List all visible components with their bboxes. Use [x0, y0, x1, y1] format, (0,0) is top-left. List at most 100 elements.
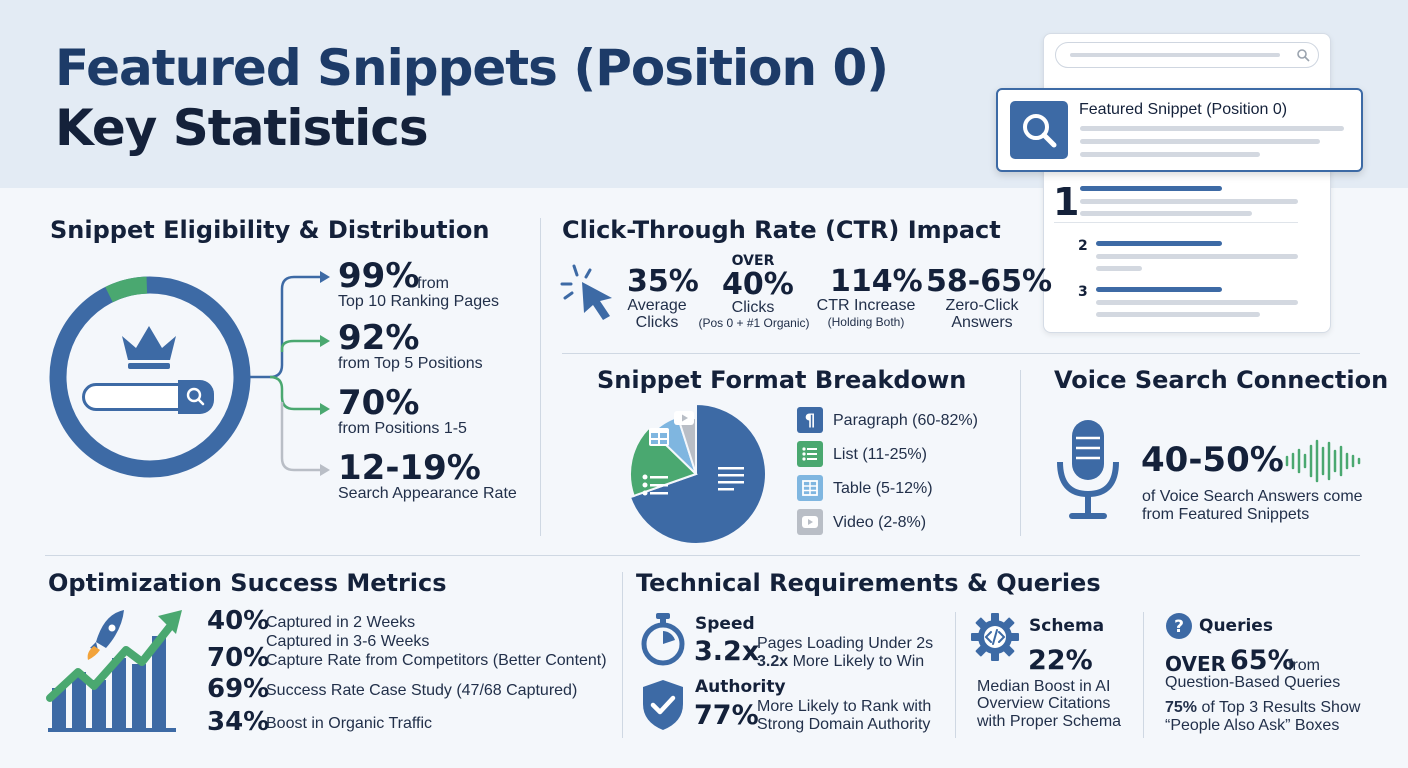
table-icon: [797, 475, 823, 501]
divider: [540, 218, 541, 536]
question-icon: ?: [1166, 613, 1192, 639]
legend-table: Table (5-12%): [833, 480, 933, 497]
rank-3: 3: [1078, 284, 1088, 300]
result-line: [1096, 312, 1260, 317]
growth-chart-icon: [46, 610, 182, 732]
queries-value: 65%: [1230, 645, 1295, 676]
snippet-line: [1080, 152, 1260, 157]
queries-line-3: “People Also Ask” Boxes: [1165, 717, 1340, 734]
rank-1: 1: [1053, 180, 1080, 224]
ctr-value-4: 58-65%: [926, 264, 1053, 299]
eligibility-value-1: 99%: [338, 256, 420, 296]
divider: [1143, 612, 1144, 738]
ctr-sublabel-2: (Pos 0 + #1 Organic): [698, 316, 810, 330]
result-line: [1096, 300, 1298, 305]
ctr-pre-2: OVER: [731, 253, 775, 269]
format-heading: Snippet Format Breakdown: [597, 366, 967, 394]
eligibility-value-4: 12-19%: [338, 448, 481, 488]
snippet-search-icon: [1010, 101, 1068, 159]
opt-value-5: 34%: [207, 707, 270, 737]
voice-desc-1: of Voice Search Answers come: [1142, 488, 1363, 505]
eligibility-value-3: 70%: [338, 383, 420, 423]
page-title: Featured Snippets (Position 0) Key Stati…: [55, 38, 889, 158]
ctr-label-1: Average: [627, 297, 687, 314]
authority-title: Authority: [695, 677, 786, 697]
result-title-bar: [1080, 186, 1222, 191]
shield-check-icon: [643, 680, 683, 730]
divider: [1020, 370, 1021, 536]
opt-text-3: Capture Rate from Competitors (Better Co…: [266, 652, 607, 669]
ctr-heading: Click-Through Rate (CTR) Impact: [562, 216, 1001, 244]
speed-value: 3.2x: [694, 636, 760, 667]
result-line: [1080, 199, 1298, 204]
crown-icon: [122, 326, 176, 369]
list-slice-icon: [642, 474, 668, 496]
authority-line-1: More Likely to Rank with: [757, 698, 932, 715]
snippet-label: Featured Snippet (Position 0): [1079, 101, 1288, 118]
optimization-heading: Optimization Success Metrics: [48, 569, 447, 597]
search-icon: [1297, 49, 1310, 62]
technical-heading: Technical Requirements & Queries: [636, 569, 1101, 597]
microphone-icon: [1057, 420, 1119, 519]
stopwatch-icon: [641, 613, 685, 666]
opt-text-4: Success Rate Case Study (47/68 Captured): [266, 682, 578, 699]
result-title-bar: [1096, 287, 1222, 292]
result-line: [1096, 266, 1142, 271]
eligibility-heading: Snippet Eligibility & Distribution: [50, 216, 490, 244]
voice-heading: Voice Search Connection: [1054, 366, 1389, 394]
speed-line-1: Pages Loading Under 2s: [757, 635, 934, 652]
ctr-label-3: CTR Increase: [816, 297, 916, 314]
ctr-sublabel-3: (Holding Both): [827, 315, 905, 329]
search-button-graphic: [178, 380, 214, 414]
rank-2: 2: [1078, 238, 1088, 254]
queries-title: Queries: [1199, 616, 1273, 636]
voice-value: 40-50%: [1141, 440, 1284, 480]
svg-text:?: ?: [1174, 617, 1184, 637]
title-line-2: Key Statistics: [55, 99, 429, 157]
schema-line-2: Overview Citations: [977, 695, 1111, 712]
ctr-label-2: Clicks: [731, 299, 775, 316]
schema-line-3: with Proper Schema: [977, 713, 1122, 730]
ctr-sublabel-4: Answers: [951, 314, 1013, 331]
ctr-label-4: Zero-Click: [945, 297, 1019, 314]
queries-suffix: from: [1288, 657, 1320, 674]
snippet-line: [1080, 139, 1320, 144]
queries-line-1: Question-Based Queries: [1165, 674, 1341, 691]
pie-slice-paragraph: [628, 402, 767, 545]
title-line-1: Featured Snippets (Position 0): [55, 39, 889, 97]
queries-line-2: 75% of Top 3 Results Show: [1165, 699, 1361, 716]
eligibility-desc-2: from Top 5 Positions: [338, 355, 483, 372]
legend-list: List (11-25%): [833, 446, 927, 463]
eligibility-desc-1: Top 10 Ranking Pages: [338, 293, 499, 310]
schema-line-1: Median Boost in AI: [977, 678, 1111, 695]
gear-code-icon: [971, 613, 1019, 661]
eligibility-value-2: 92%: [338, 318, 420, 358]
snippet-line: [1080, 126, 1344, 131]
legend-video: Video (2-8%): [833, 514, 927, 531]
divider: [45, 555, 1360, 556]
table-slice-icon: [649, 428, 669, 446]
search-placeholder-bar: [1070, 53, 1280, 57]
speed-title: Speed: [695, 614, 755, 634]
serp-illustration: [1043, 33, 1331, 333]
video-icon: [797, 509, 823, 535]
ctr-value-3: 114%: [830, 264, 923, 299]
ctr-value-1: 35%: [627, 264, 699, 299]
result-divider: [1054, 222, 1298, 223]
opt-text-1: Captured in 2 Weeks: [266, 614, 416, 631]
paragraph-icon: ¶: [797, 407, 823, 433]
eligibility-suffix-1: from: [417, 275, 449, 292]
opt-text-2: Captured in 3-6 Weeks: [266, 633, 430, 650]
search-icon: [186, 387, 205, 406]
eligibility-donut: [49, 276, 251, 478]
authority-line-2: Strong Domain Authority: [757, 716, 931, 733]
authority-value: 77%: [694, 700, 759, 731]
result-line: [1096, 254, 1298, 259]
list-icon: [797, 441, 823, 467]
voice-desc-2: from Featured Snippets: [1142, 506, 1310, 523]
queries-pre: OVER: [1165, 652, 1227, 676]
schema-value: 22%: [1028, 645, 1093, 676]
eligibility-desc-3: from Positions 1-5: [338, 420, 467, 437]
paragraph-slice-icon: [718, 467, 744, 491]
eligibility-connectors: [248, 271, 330, 476]
